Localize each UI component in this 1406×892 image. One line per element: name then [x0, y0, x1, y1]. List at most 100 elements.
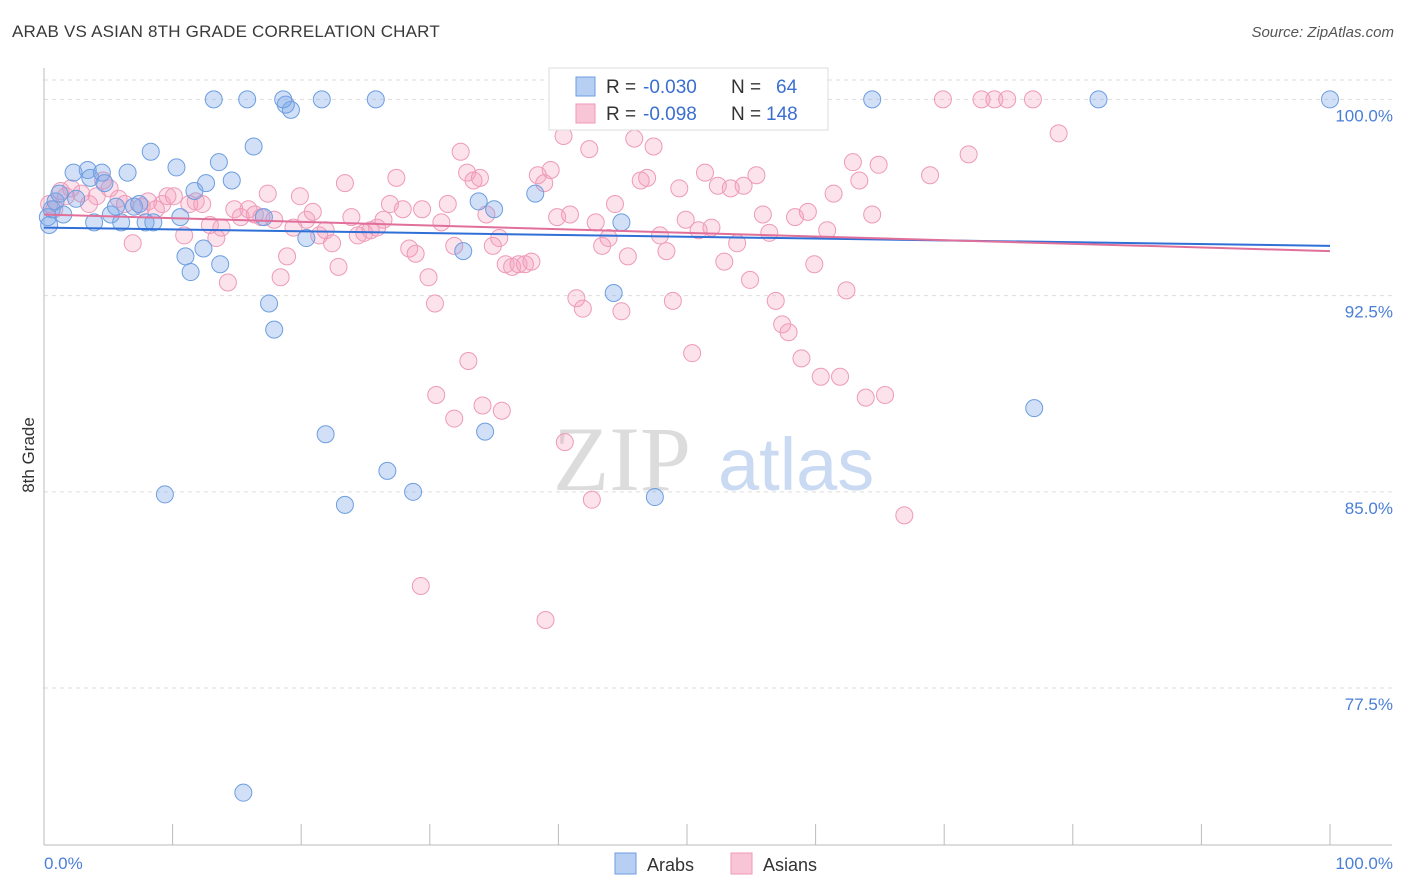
- asians-point: [535, 174, 554, 193]
- y-tick-label: 85.0%: [1345, 499, 1393, 518]
- asians-point: [342, 208, 361, 227]
- asians-point: [567, 289, 586, 308]
- asians-bottom-swatch: [730, 852, 753, 875]
- arabs-point: [155, 485, 174, 504]
- asians-point: [335, 174, 354, 193]
- asians-point: [419, 268, 438, 287]
- asians-point: [824, 184, 843, 203]
- arabs-point: [95, 174, 114, 193]
- asians-point: [805, 255, 824, 274]
- asians-legend-swatch: [575, 103, 596, 124]
- asians-point: [303, 202, 322, 221]
- arabs-point: [204, 90, 223, 109]
- asians-point: [175, 226, 194, 245]
- arabs-point: [254, 208, 273, 227]
- arabs-point: [260, 294, 279, 313]
- asians-point: [445, 236, 464, 255]
- asians-point: [393, 200, 412, 219]
- arabs-point: [265, 320, 284, 339]
- arabs-point: [238, 90, 257, 109]
- asians-point: [425, 294, 444, 313]
- asians-series: [40, 90, 1068, 630]
- arabs-point: [176, 247, 195, 266]
- series-legend: Arabs Asians: [614, 852, 817, 875]
- asians-point: [792, 349, 811, 368]
- arabs-point: [863, 90, 882, 109]
- asians-point: [541, 161, 560, 180]
- asians-point: [470, 168, 489, 187]
- arabs-point: [404, 482, 423, 501]
- arabs-point: [194, 239, 213, 258]
- asians-point: [218, 273, 237, 292]
- asians-point: [856, 388, 875, 407]
- trend-lines: [43, 213, 1331, 253]
- arabs-point: [1321, 90, 1339, 109]
- asians-point: [427, 386, 446, 405]
- y-axis-title: 8th Grade: [19, 417, 38, 493]
- arabs-legend-label: Arabs: [647, 855, 694, 875]
- y-tick-label: 77.5%: [1345, 695, 1393, 714]
- arabs-legend-swatch: [575, 76, 596, 97]
- asians-point: [100, 179, 119, 198]
- asians-point: [670, 179, 689, 198]
- arabs-point: [485, 200, 504, 219]
- arabs-point: [81, 168, 100, 187]
- arabs-point: [197, 174, 216, 193]
- arabs-point: [469, 192, 488, 211]
- asians-point: [536, 611, 555, 630]
- asians-point: [638, 168, 657, 187]
- arabs-point: [1025, 399, 1044, 418]
- watermark-zip: ZIP: [553, 408, 691, 510]
- asians-point: [560, 205, 579, 224]
- asians-point: [612, 302, 631, 321]
- stats-legend: R = -0.030 N = 64 R = -0.098 N = 148: [548, 67, 829, 131]
- asians-point: [959, 145, 978, 164]
- asians-point: [985, 90, 1004, 109]
- asians-point: [618, 247, 637, 266]
- x-tick-labels: 0.0% 100.0%: [44, 854, 1393, 873]
- arabs-point: [378, 461, 397, 480]
- asians-point: [438, 195, 457, 214]
- arabs-point: [312, 90, 331, 109]
- arabs-point: [335, 495, 354, 514]
- arabs-point: [40, 215, 59, 234]
- asians-point: [582, 490, 601, 509]
- arabs-point: [125, 197, 144, 216]
- arabs-bottom-swatch: [614, 852, 637, 875]
- arabs-point: [118, 163, 137, 182]
- asians-point: [580, 140, 599, 159]
- asians-point: [831, 367, 850, 386]
- asians-point: [451, 142, 470, 161]
- asians-point: [271, 268, 290, 287]
- arabs-point: [244, 137, 263, 156]
- asians-point: [387, 168, 406, 187]
- asians-point: [490, 229, 509, 248]
- asians-point: [1049, 124, 1068, 143]
- asians-point: [998, 90, 1017, 109]
- arabs-point: [211, 255, 230, 274]
- asians-point: [843, 153, 862, 172]
- asians-point: [850, 171, 869, 190]
- arabs-point: [316, 425, 335, 444]
- asians-point: [644, 137, 663, 156]
- arabs-point: [141, 142, 160, 161]
- asians-point: [323, 234, 342, 253]
- source-label: Source: ZipAtlas.com: [1251, 24, 1394, 41]
- asians-point: [766, 291, 785, 310]
- asians-point: [432, 213, 451, 232]
- arabs-point: [85, 213, 104, 232]
- watermark: ZIP atlas: [553, 408, 874, 510]
- asians-point: [605, 195, 624, 214]
- asians-point: [972, 90, 991, 109]
- asians-point: [158, 187, 177, 206]
- arabs-point: [274, 90, 293, 109]
- asians-point: [123, 234, 142, 253]
- asians-point: [702, 218, 721, 237]
- arabs-trend-line: [43, 226, 1331, 247]
- arabs-point: [130, 195, 149, 214]
- arabs-point: [67, 189, 86, 208]
- arabs-point: [604, 283, 623, 302]
- asians-point: [933, 90, 952, 109]
- arabs-point: [612, 213, 631, 232]
